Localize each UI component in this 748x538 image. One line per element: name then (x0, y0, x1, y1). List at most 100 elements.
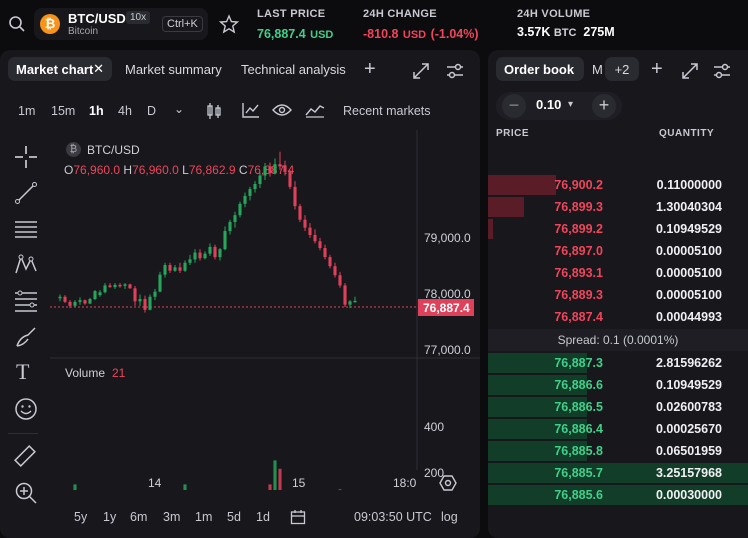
row-price: 76,899.3 (554, 200, 603, 214)
recent-markets-button[interactable]: Recent markets (343, 104, 431, 118)
star-icon[interactable] (219, 14, 239, 34)
crosshair-icon[interactable] (14, 145, 38, 169)
candle (188, 259, 192, 263)
settings-sliders-icon[interactable] (446, 62, 464, 80)
bid-row[interactable]: 76,885.7 3.25157968 (488, 462, 748, 484)
bid-row[interactable]: 76,887.3 2.81596262 (488, 352, 748, 374)
price-chart[interactable]: 79,000.0 78,000.0 77,000.0 76,887.4 Volu… (50, 130, 480, 490)
fib-icon[interactable] (14, 289, 38, 313)
row-price: 76,885.8 (554, 444, 603, 458)
ruler-icon[interactable] (12, 443, 38, 469)
ask-row[interactable]: 76,897.0 0.00005100 (488, 240, 748, 262)
timeframe-15m[interactable]: 15m (51, 104, 76, 118)
trend-line-icon[interactable] (14, 181, 38, 205)
top-bar: ₿ BTC/USD Bitcoin 10x Ctrl+K LAST PRICE … (0, 0, 748, 48)
bid-row[interactable]: 76,885.8 0.06501959 (488, 440, 748, 462)
expand-icon[interactable] (412, 62, 430, 80)
range-1y[interactable]: 1y (103, 510, 117, 524)
bid-row[interactable]: 76,885.6 0.00030000 (488, 484, 748, 506)
add-tab-icon[interactable]: + (364, 58, 376, 80)
compare-icon[interactable] (305, 102, 325, 118)
candle (333, 266, 337, 276)
pair-selector[interactable]: ₿ BTC/USD Bitcoin 10x Ctrl+K (34, 8, 208, 40)
horizontal-lines-icon[interactable] (14, 217, 38, 241)
bid-row[interactable]: 76,886.6 0.10949529 (488, 374, 748, 396)
tab-market-chart[interactable]: Market chart ✕ (8, 57, 112, 81)
row-quantity: 2.81596262 (655, 356, 722, 370)
bid-row[interactable]: 76,886.4 0.00025670 (488, 418, 748, 440)
pattern-icon[interactable] (14, 253, 38, 277)
candle (68, 301, 72, 306)
timeframe-1h[interactable]: 1h (89, 104, 104, 118)
price-tick-79000: 79,000.0 (424, 231, 471, 245)
ask-row[interactable]: 76,889.3 0.00005100 (488, 284, 748, 306)
expand-icon[interactable] (681, 62, 699, 80)
candle (193, 252, 197, 260)
time-tick-14: 14 (148, 476, 162, 490)
close-icon[interactable]: ✕ (93, 61, 104, 76)
candle (243, 195, 247, 204)
zoom-in-icon[interactable] (14, 481, 38, 505)
row-quantity: 0.11000000 (656, 178, 722, 192)
candle (108, 285, 112, 288)
range-1m[interactable]: 1m (195, 510, 213, 524)
candle (323, 248, 327, 258)
eye-icon[interactable] (272, 103, 292, 117)
candle (253, 184, 257, 190)
calendar-icon[interactable] (290, 509, 306, 525)
tab-order-book[interactable]: Order book (496, 57, 584, 81)
candle (293, 186, 297, 207)
candle (248, 189, 252, 196)
chart-settings-icon[interactable] (439, 474, 457, 492)
tab-more-truncated[interactable]: M (592, 62, 603, 77)
candle (183, 262, 187, 271)
candle (213, 246, 217, 258)
tick-chevron-icon[interactable]: ▾ (568, 99, 574, 110)
range-5d[interactable]: 5d (227, 510, 241, 524)
ask-row[interactable]: 76,899.3 1.30040304 (488, 196, 748, 218)
ask-row[interactable]: 76,887.4 0.00044993 (488, 306, 748, 328)
candles-icon[interactable] (206, 102, 222, 120)
candle (203, 253, 207, 259)
log-scale-toggle[interactable]: log (441, 510, 458, 524)
chevron-down-icon[interactable]: ⌄ (174, 102, 185, 116)
add-tab-icon[interactable]: + (651, 58, 663, 80)
settings-sliders-icon[interactable] (713, 62, 731, 80)
more-tabs-badge[interactable]: +2 (605, 57, 639, 81)
candle (278, 164, 282, 166)
ask-row[interactable]: 76,899.2 0.10949529 (488, 218, 748, 240)
range-5y[interactable]: 5y (74, 510, 88, 524)
candle (138, 299, 142, 302)
row-quantity: 0.00044993 (655, 310, 722, 324)
ask-row[interactable]: 76,893.1 0.00005100 (488, 262, 748, 284)
depth-bar (488, 353, 587, 373)
candle (113, 284, 117, 288)
tab-market-summary[interactable]: Market summary (125, 62, 222, 77)
timeframe-4h[interactable]: 4h (118, 104, 132, 118)
range-3m[interactable]: 3m (163, 510, 181, 524)
pair-symbol: BTC/USD (68, 11, 126, 26)
volume-btc-unit: BTC (553, 27, 577, 39)
brush-icon[interactable] (14, 325, 38, 349)
row-price: 76,887.4 (554, 310, 603, 324)
bid-row[interactable]: 76,886.5 0.02600783 (488, 396, 748, 418)
candle (318, 241, 322, 249)
row-quantity: 0.10949529 (655, 222, 722, 236)
timeframe-d[interactable]: D (147, 104, 157, 118)
candle (288, 172, 292, 187)
price-header: PRICE (496, 128, 530, 139)
search-icon[interactable] (8, 15, 26, 33)
ask-row[interactable]: 76,900.2 0.11000000 (488, 174, 748, 196)
range-6m[interactable]: 6m (130, 510, 148, 524)
increase-tick-button[interactable]: + (592, 94, 616, 118)
text-tool-icon[interactable]: T (16, 359, 30, 384)
range-1d[interactable]: 1d (256, 510, 270, 524)
indicators-icon[interactable] (242, 102, 260, 118)
emoji-icon[interactable] (14, 397, 38, 421)
candle (133, 288, 137, 302)
decrease-tick-button[interactable]: − (502, 94, 526, 118)
volume-value: 21 (112, 366, 126, 380)
row-quantity: 3.25157968 (655, 466, 722, 480)
tab-technical-analysis[interactable]: Technical analysis (241, 62, 346, 77)
timeframe-1m[interactable]: 1m (18, 104, 36, 118)
